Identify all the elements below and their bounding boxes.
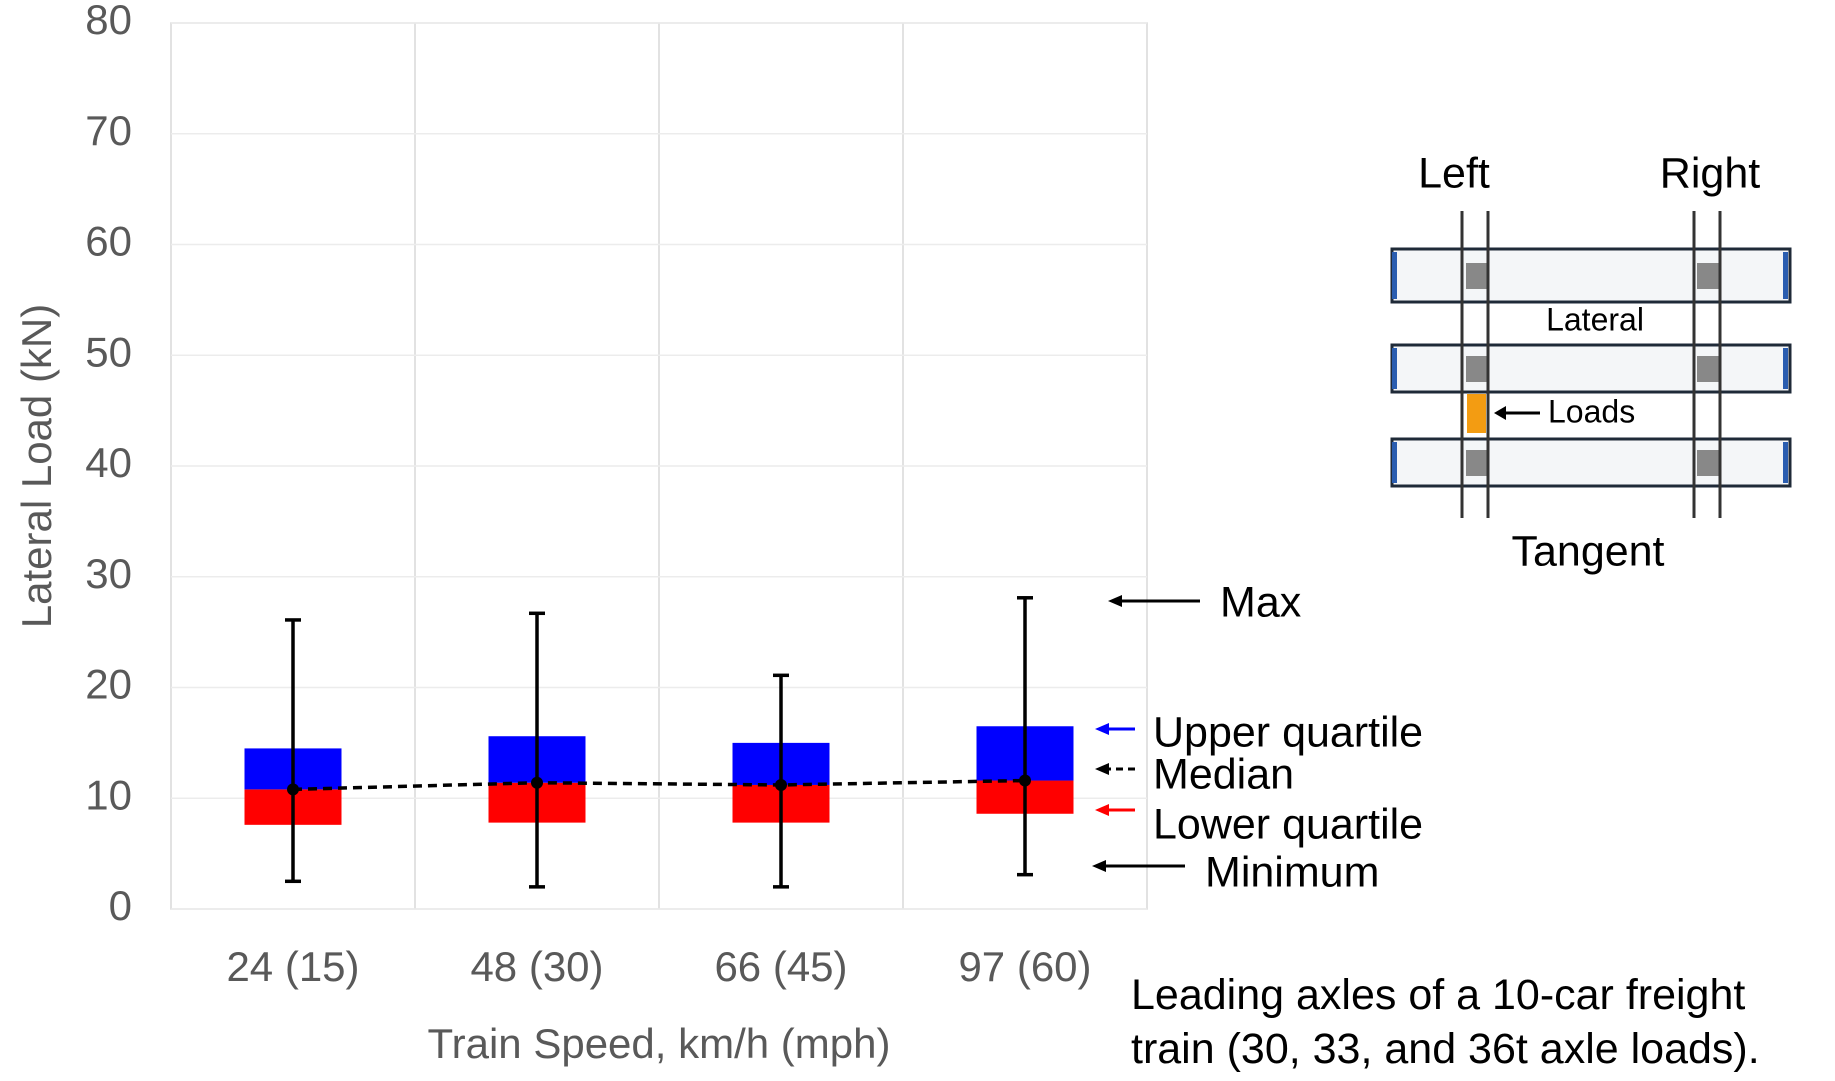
railcar xyxy=(1390,343,1792,394)
y-tick-label: 50 xyxy=(85,328,132,375)
truck xyxy=(1697,450,1719,476)
y-tick-label: 70 xyxy=(85,107,132,154)
median-dot xyxy=(775,778,787,791)
x-tick-label: 66 (45) xyxy=(714,943,847,990)
y-tick-label: 20 xyxy=(85,661,132,708)
inset-label: Left xyxy=(1418,149,1490,197)
truck xyxy=(1466,450,1488,476)
legend-arrow-head xyxy=(1095,763,1109,775)
inset-label: Loads xyxy=(1548,393,1635,429)
x-axis-label: Train Speed, km/h (mph) xyxy=(428,1020,891,1067)
x-tick-label: 97 (60) xyxy=(958,943,1091,990)
y-axis-label: Lateral Load (kN) xyxy=(13,304,60,629)
inset-diagram: Left Right Lateral Loads Tangent xyxy=(1390,149,1792,575)
legend-arrow-head xyxy=(1092,860,1106,872)
car-end xyxy=(1392,252,1397,299)
load-marker xyxy=(1467,394,1486,433)
legend-arrow-head xyxy=(1108,595,1122,607)
arrow-head xyxy=(1494,406,1506,420)
legend-arrow-head xyxy=(1095,723,1109,735)
legend-label: Minimum xyxy=(1205,848,1379,896)
car-end xyxy=(1392,442,1397,483)
y-tick-label: 10 xyxy=(85,771,132,818)
car-end xyxy=(1783,442,1788,483)
y-tick-label: 0 xyxy=(109,882,132,929)
legend-label: Upper quartile xyxy=(1153,708,1423,756)
inset-label: Right xyxy=(1660,149,1760,197)
caption: Leading axles of a 10-car freight train … xyxy=(1131,971,1760,1073)
caption-box: Leading axles of a 10-car freight train … xyxy=(1131,971,1760,1073)
car-end xyxy=(1783,348,1788,389)
y-tick-label: 30 xyxy=(85,550,132,597)
truck xyxy=(1466,356,1488,382)
railcar xyxy=(1390,437,1792,488)
truck xyxy=(1697,356,1719,382)
car-end xyxy=(1392,348,1397,389)
median-dot xyxy=(1019,774,1031,787)
legend-label: Lower quartile xyxy=(1153,800,1423,848)
median-line xyxy=(292,778,1026,792)
y-tick-label: 60 xyxy=(85,218,132,265)
railcar xyxy=(1390,247,1792,304)
y-tick-label: 40 xyxy=(85,439,132,486)
truck xyxy=(1466,263,1488,289)
x-tick-label: 48 (30) xyxy=(470,943,603,990)
truck xyxy=(1697,263,1719,289)
x-tick-label: 24 (15) xyxy=(226,943,359,990)
median-dot xyxy=(531,776,543,789)
median-dot xyxy=(287,783,299,796)
legend-label: Max xyxy=(1220,578,1302,626)
legend-label: Median xyxy=(1153,750,1294,798)
y-tick-label: 80 xyxy=(85,0,132,43)
legend-arrow-head xyxy=(1095,804,1109,816)
car-end xyxy=(1783,252,1788,299)
inset-label: Lateral xyxy=(1546,301,1644,337)
inset-label: Tangent xyxy=(1511,527,1664,575)
